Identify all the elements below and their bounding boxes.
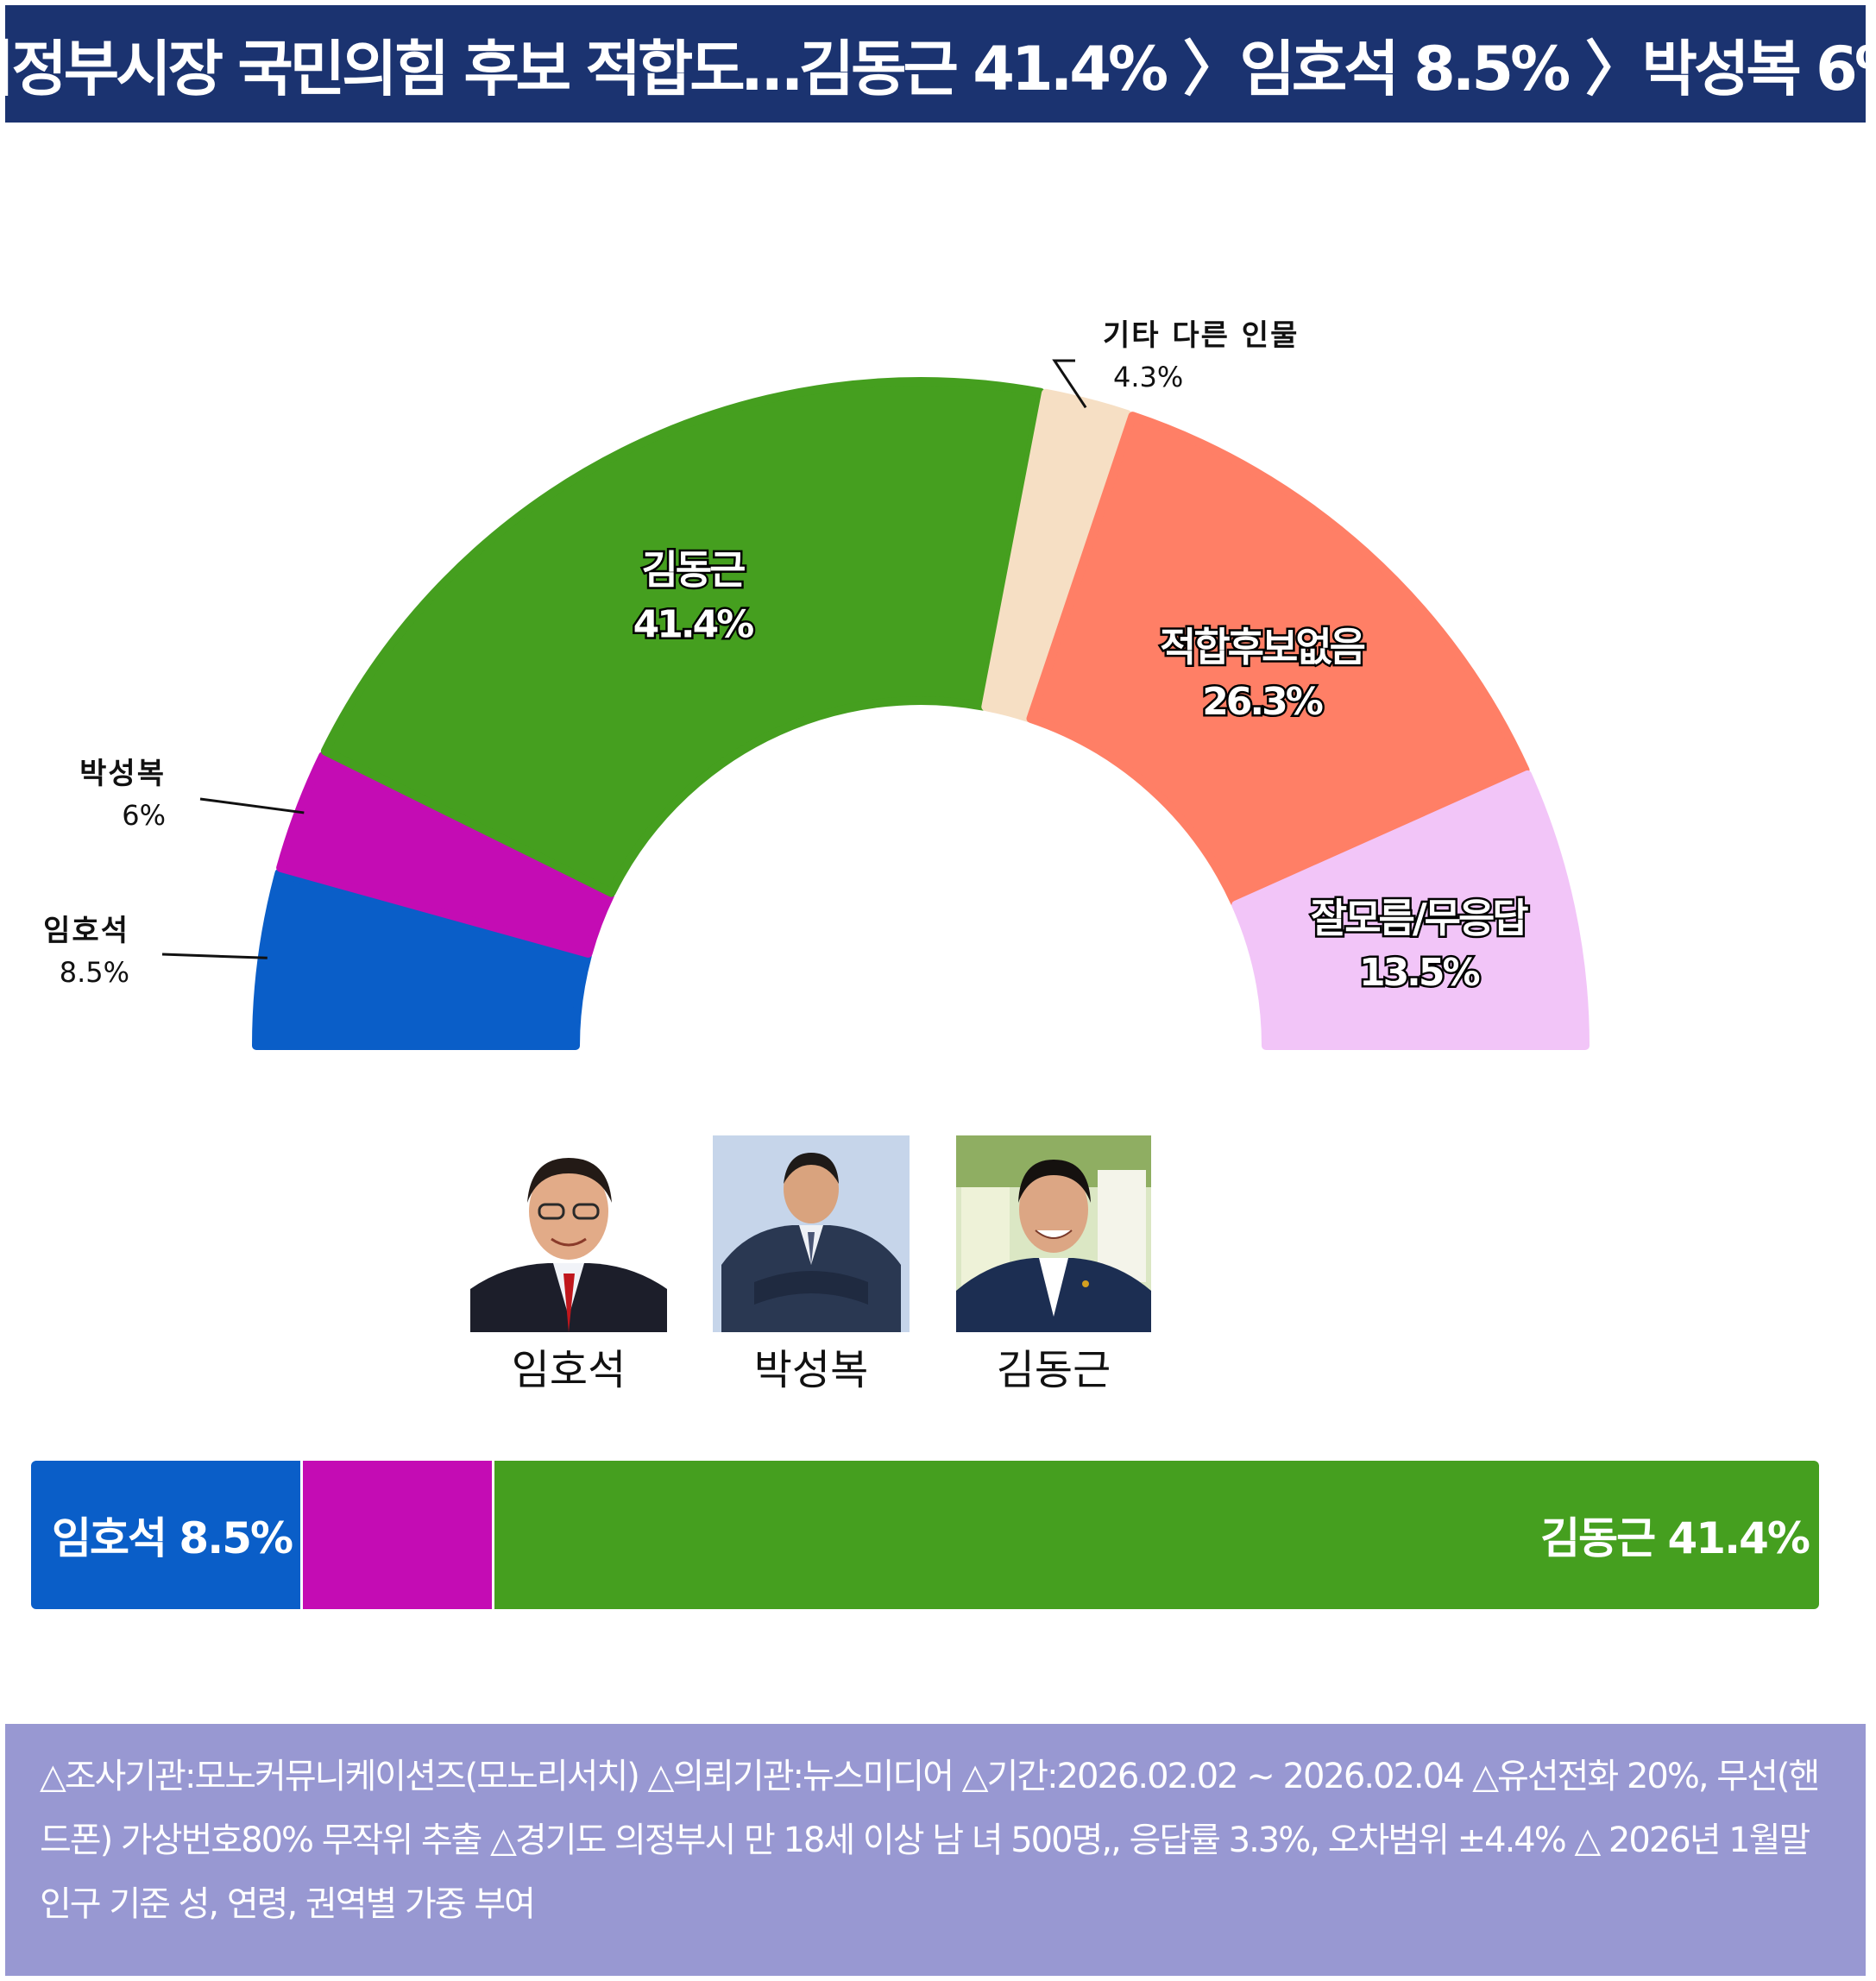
slice-label-5: 적합후보없음: [1160, 624, 1365, 670]
summary-segment-3: 김동근 41.4%: [494, 1461, 1819, 1609]
slice-label-1: 임호석: [43, 914, 129, 948]
leader-line-4: [1052, 359, 1087, 409]
slice-value-2: 6%: [122, 799, 166, 832]
summary-segment-1: 임호석 8.5%: [31, 1461, 304, 1609]
donut-slice-1: [252, 868, 592, 1050]
candidate-photo-1: [470, 1135, 667, 1332]
slice-value-5: 26.3%: [1202, 680, 1323, 724]
candidate-name-3: 김동근: [996, 1346, 1111, 1394]
slice-label-3: 김동근: [641, 547, 745, 594]
summary-segment-1-label: 임호석 8.5%: [52, 1513, 293, 1563]
half-donut-chart: 김동근 41.4% 적합후보없음 26.3% 잘모름/무응답 13.5% 임호석 8.5% 박성…: [43, 318, 1590, 1050]
slice-value-3: 41.4%: [633, 603, 754, 647]
slice-value-4: 4.3%: [1113, 361, 1183, 393]
candidate-photo-2: [713, 1135, 910, 1332]
donut-slice-2: [276, 752, 615, 958]
donut-slice-5: [1026, 412, 1530, 907]
summary-segment-2: [303, 1461, 495, 1609]
slice-label-2: 박성복: [79, 757, 166, 791]
slice-value-6: 13.5%: [1359, 951, 1480, 995]
donut-slice-3: [320, 377, 1045, 897]
leader-line-2: [199, 797, 305, 814]
donut-slice-6: [1231, 770, 1590, 1050]
candidate-name-1: 임호석: [511, 1346, 626, 1394]
candidate-name-2: 박성복: [753, 1346, 869, 1394]
slice-label-6: 잘모름/무응답: [1311, 895, 1528, 941]
slice-value-1: 8.5%: [60, 956, 129, 989]
leader-line-1: [161, 953, 268, 959]
slice-label-4: 기타 다른 인물: [1103, 318, 1299, 353]
candidate-photo-3: [956, 1135, 1151, 1332]
survey-methodology-note: △조사기관:모노커뮤니케이션즈(모노리서치) △의뢰기관:뉴스미디어 △기간:2…: [5, 1724, 1866, 1976]
page-title: 의정부시장 국민의힘 후보 적합도…김동근 41.4% 〉임호석 8.5% 〉박…: [0, 5, 1876, 123]
summary-segment-3-label: 김동근 41.4%: [1540, 1513, 1810, 1563]
summary-stacked-bar: 임호석 8.5% 김동근 41.4%: [31, 1461, 1819, 1609]
